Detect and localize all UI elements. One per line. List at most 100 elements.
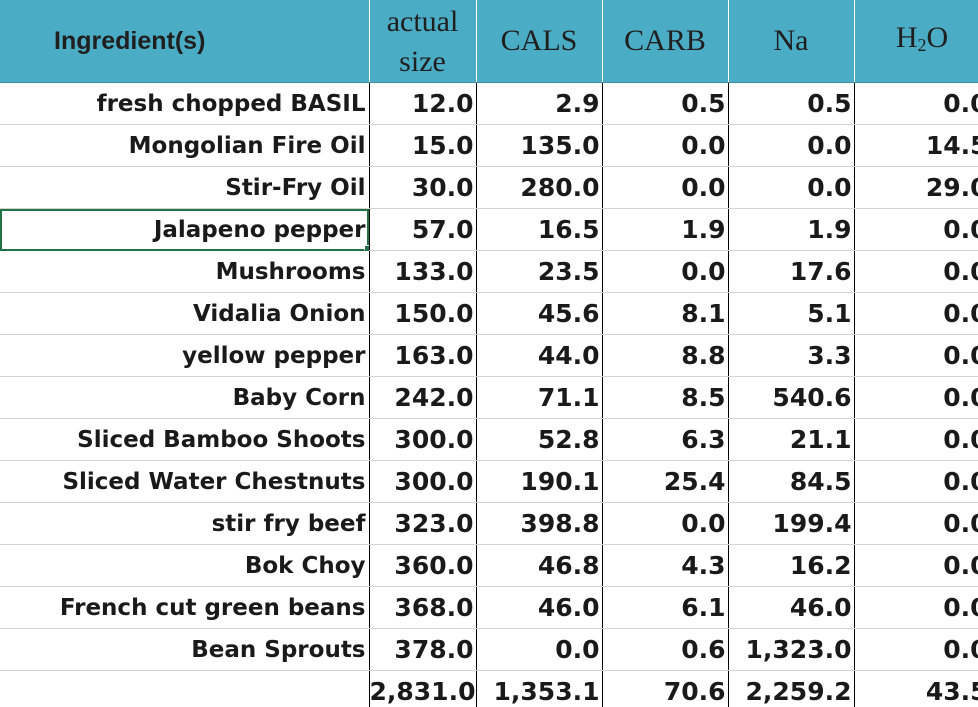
carb-cell[interactable]: 0.0 — [602, 166, 729, 209]
ingredient-name-cell[interactable]: French cut green beans — [0, 586, 370, 629]
carb-cell[interactable]: 0.6 — [602, 628, 729, 671]
totals-label-cell[interactable] — [0, 670, 370, 707]
h2o-cell[interactable]: 29.0 — [854, 166, 978, 209]
carb-cell[interactable]: 8.8 — [602, 334, 729, 377]
cals-cell[interactable]: 46.0 — [476, 586, 603, 629]
actual-size-cell[interactable]: 57.0 — [369, 208, 477, 251]
carb-cell[interactable]: 8.5 — [602, 376, 729, 419]
actual-size-cell[interactable]: 368.0 — [369, 586, 477, 629]
total-h2o-cell[interactable]: 43.5 — [854, 670, 978, 707]
cals-cell[interactable]: 280.0 — [476, 166, 603, 209]
cals-cell[interactable]: 71.1 — [476, 376, 603, 419]
cals-cell[interactable]: 23.5 — [476, 250, 603, 293]
carb-cell[interactable]: 0.0 — [602, 124, 729, 167]
na-cell[interactable]: 16.2 — [728, 544, 855, 587]
total-cals-cell[interactable]: 1,353.1 — [476, 670, 603, 707]
cals-cell[interactable]: 0.0 — [476, 628, 603, 671]
actual-size-cell[interactable]: 133.0 — [369, 250, 477, 293]
header-actual-size[interactable]: actual size — [369, 0, 477, 83]
cals-cell[interactable]: 52.8 — [476, 418, 603, 461]
h2o-cell[interactable]: 0.0 — [854, 376, 978, 419]
actual-size-cell[interactable]: 30.0 — [369, 166, 477, 209]
ingredient-name-cell[interactable]: Jalapeno pepper — [0, 208, 370, 251]
cals-cell[interactable]: 45.6 — [476, 292, 603, 335]
ingredient-name-cell[interactable]: yellow pepper — [0, 334, 370, 377]
ingredient-name-cell[interactable]: Mushrooms — [0, 250, 370, 293]
na-cell[interactable]: 5.1 — [728, 292, 855, 335]
carb-cell[interactable]: 4.3 — [602, 544, 729, 587]
cals-cell[interactable]: 16.5 — [476, 208, 603, 251]
ingredient-name-cell[interactable]: Vidalia Onion — [0, 292, 370, 335]
h2o-cell[interactable]: 0.0 — [854, 334, 978, 377]
actual-size-cell[interactable]: 15.0 — [369, 124, 477, 167]
ingredient-name-cell[interactable]: Bok Choy — [0, 544, 370, 587]
ingredient-name-cell[interactable]: stir fry beef — [0, 502, 370, 545]
cals-cell[interactable]: 46.8 — [476, 544, 603, 587]
h2o-cell[interactable]: 0.0 — [854, 502, 978, 545]
carb-cell[interactable]: 8.1 — [602, 292, 729, 335]
actual-size-cell[interactable]: 323.0 — [369, 502, 477, 545]
h2o-cell[interactable]: 0.0 — [854, 82, 978, 125]
total-carb-cell[interactable]: 70.6 — [602, 670, 729, 707]
na-cell[interactable]: 199.4 — [728, 502, 855, 545]
na-cell[interactable]: 46.0 — [728, 586, 855, 629]
actual-size-cell[interactable]: 150.0 — [369, 292, 477, 335]
na-cell[interactable]: 21.1 — [728, 418, 855, 461]
header-carb[interactable]: CARB — [602, 0, 729, 83]
h2o-cell[interactable]: 0.0 — [854, 418, 978, 461]
na-cell[interactable]: 1.9 — [728, 208, 855, 251]
na-cell[interactable]: 0.5 — [728, 82, 855, 125]
actual-size-cell[interactable]: 360.0 — [369, 544, 477, 587]
cals-cell[interactable]: 44.0 — [476, 334, 603, 377]
carb-cell[interactable]: 1.9 — [602, 208, 729, 251]
na-cell[interactable]: 17.6 — [728, 250, 855, 293]
h2o-cell[interactable]: 0.0 — [854, 586, 978, 629]
h2o-cell[interactable]: 0.0 — [854, 250, 978, 293]
ingredient-name-cell[interactable]: Sliced Bamboo Shoots — [0, 418, 370, 461]
actual-size-cell[interactable]: 378.0 — [369, 628, 477, 671]
fill-handle[interactable] — [363, 245, 368, 250]
na-cell[interactable]: 0.0 — [728, 166, 855, 209]
carb-cell[interactable]: 6.3 — [602, 418, 729, 461]
h2o-cell[interactable]: 0.0 — [854, 628, 978, 671]
cals-cell[interactable]: 2.9 — [476, 82, 603, 125]
na-cell[interactable]: 3.3 — [728, 334, 855, 377]
header-na[interactable]: Na — [728, 0, 855, 83]
header-ingredients[interactable]: Ingredient(s) — [0, 0, 370, 83]
total-na-cell[interactable]: 2,259.2 — [728, 670, 855, 707]
na-cell[interactable]: 84.5 — [728, 460, 855, 503]
h2o-cell[interactable]: 0.0 — [854, 208, 978, 251]
carb-cell[interactable]: 25.4 — [602, 460, 729, 503]
actual-size-cell[interactable]: 300.0 — [369, 460, 477, 503]
header-h2o[interactable]: H2O — [854, 0, 978, 83]
h2o-cell[interactable]: 0.0 — [854, 292, 978, 335]
cals-cell[interactable]: 135.0 — [476, 124, 603, 167]
carb-cell[interactable]: 6.1 — [602, 586, 729, 629]
h2o-cell[interactable]: 14.5 — [854, 124, 978, 167]
actual-size-cell[interactable]: 300.0 — [369, 418, 477, 461]
ingredient-name-cell[interactable]: Stir-Fry Oil — [0, 166, 370, 209]
na-cell[interactable]: 0.0 — [728, 124, 855, 167]
ingredient-name-cell[interactable]: Mongolian Fire Oil — [0, 124, 370, 167]
ingredient-name-cell[interactable]: Sliced Water Chestnuts — [0, 460, 370, 503]
h2o-cell[interactable]: 0.0 — [854, 460, 978, 503]
cals-cell[interactable]: 398.8 — [476, 502, 603, 545]
na-cell[interactable]: 540.6 — [728, 376, 855, 419]
actual-size-cell[interactable]: 12.0 — [369, 82, 477, 125]
h2o-cell[interactable]: 0.0 — [854, 544, 978, 587]
total-size-cell[interactable]: 2,831.0 — [369, 670, 477, 707]
actual-size-cell[interactable]: 163.0 — [369, 334, 477, 377]
carb-cell[interactable]: 0.5 — [602, 82, 729, 125]
ingredient-name-cell[interactable]: Bean Sprouts — [0, 628, 370, 671]
carb-cell[interactable]: 0.0 — [602, 250, 729, 293]
actual-size-cell[interactable]: 242.0 — [369, 376, 477, 419]
header-cals[interactable]: CALS — [476, 0, 603, 83]
cals-cell[interactable]: 190.1 — [476, 460, 603, 503]
na-cell[interactable]: 1,323.0 — [728, 628, 855, 671]
ingredient-name-cell[interactable]: Baby Corn — [0, 376, 370, 419]
ingredient-name-cell[interactable]: fresh chopped BASIL — [0, 82, 370, 125]
carb-cell[interactable]: 0.0 — [602, 502, 729, 545]
